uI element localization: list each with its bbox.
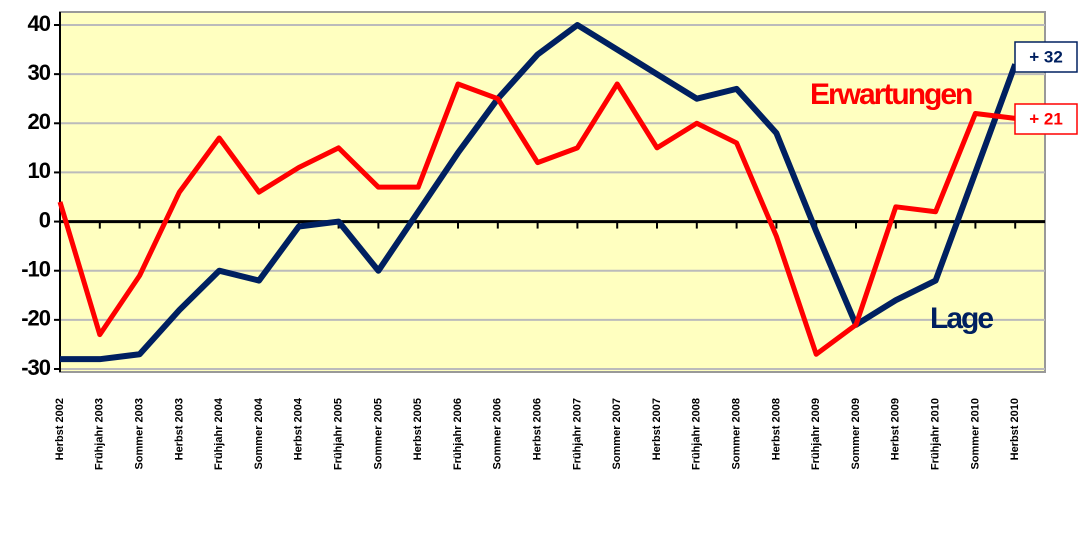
- x-tick-label: Herbst 2005: [412, 398, 424, 460]
- x-tick-label: Sommer 2008: [731, 398, 743, 470]
- y-tick-label: 30: [28, 60, 51, 85]
- x-tick-label: Sommer 2004: [253, 397, 265, 469]
- plot-area: [59, 11, 1046, 373]
- x-tick-label: Herbst 2007: [651, 398, 663, 460]
- end-label: + 32: [1029, 47, 1063, 66]
- x-tick-label: Sommer 2010: [969, 398, 981, 470]
- y-tick-label: -10: [21, 257, 51, 282]
- x-tick-label: Sommer 2009: [850, 398, 862, 470]
- x-tick-label: Sommer 2007: [611, 398, 623, 470]
- x-tick-label: Frühjahr 2010: [930, 398, 942, 470]
- x-tick-label: Frühjahr 2004: [213, 397, 225, 470]
- y-tick-label: -20: [21, 306, 51, 331]
- end-label-box: [1014, 41, 1078, 73]
- y-tick-label: 20: [28, 109, 51, 134]
- x-tick-label: Sommer 2005: [372, 398, 384, 470]
- x-tick-label: Herbst 2009: [890, 398, 902, 460]
- y-tick-label: 40: [28, 11, 51, 36]
- x-tick-label: Frühjahr 2009: [810, 398, 822, 470]
- end-label: + 21: [1029, 109, 1063, 128]
- x-tick-label: Herbst 2003: [173, 398, 185, 460]
- end-label-box: [1014, 103, 1078, 135]
- x-tick-label: Herbst 2004: [293, 397, 305, 460]
- x-tick-label: Frühjahr 2003: [94, 398, 106, 470]
- series-label: Lage: [930, 302, 993, 335]
- x-tick-label: Frühjahr 2007: [571, 398, 583, 470]
- x-tick-label: Herbst 2008: [770, 398, 782, 460]
- x-tick-label: Frühjahr 2005: [333, 398, 345, 470]
- y-tick-label: 10: [28, 158, 51, 183]
- x-tick-label: Sommer 2003: [134, 398, 146, 470]
- series-label: Erwartungen: [810, 78, 972, 111]
- y-tick-label: 0: [39, 207, 51, 232]
- x-tick-label: Herbst 2006: [532, 398, 544, 460]
- series-line: [57, 81, 1016, 357]
- x-tick-label: Frühjahr 2006: [452, 398, 464, 470]
- y-tick-label: -30: [21, 355, 51, 380]
- x-tick-label: Herbst 2002: [54, 398, 66, 460]
- x-tick-label: Sommer 2006: [492, 398, 504, 470]
- x-tick-label: Herbst 2010: [1009, 398, 1021, 460]
- x-tick-label: Frühjahr 2008: [691, 398, 703, 470]
